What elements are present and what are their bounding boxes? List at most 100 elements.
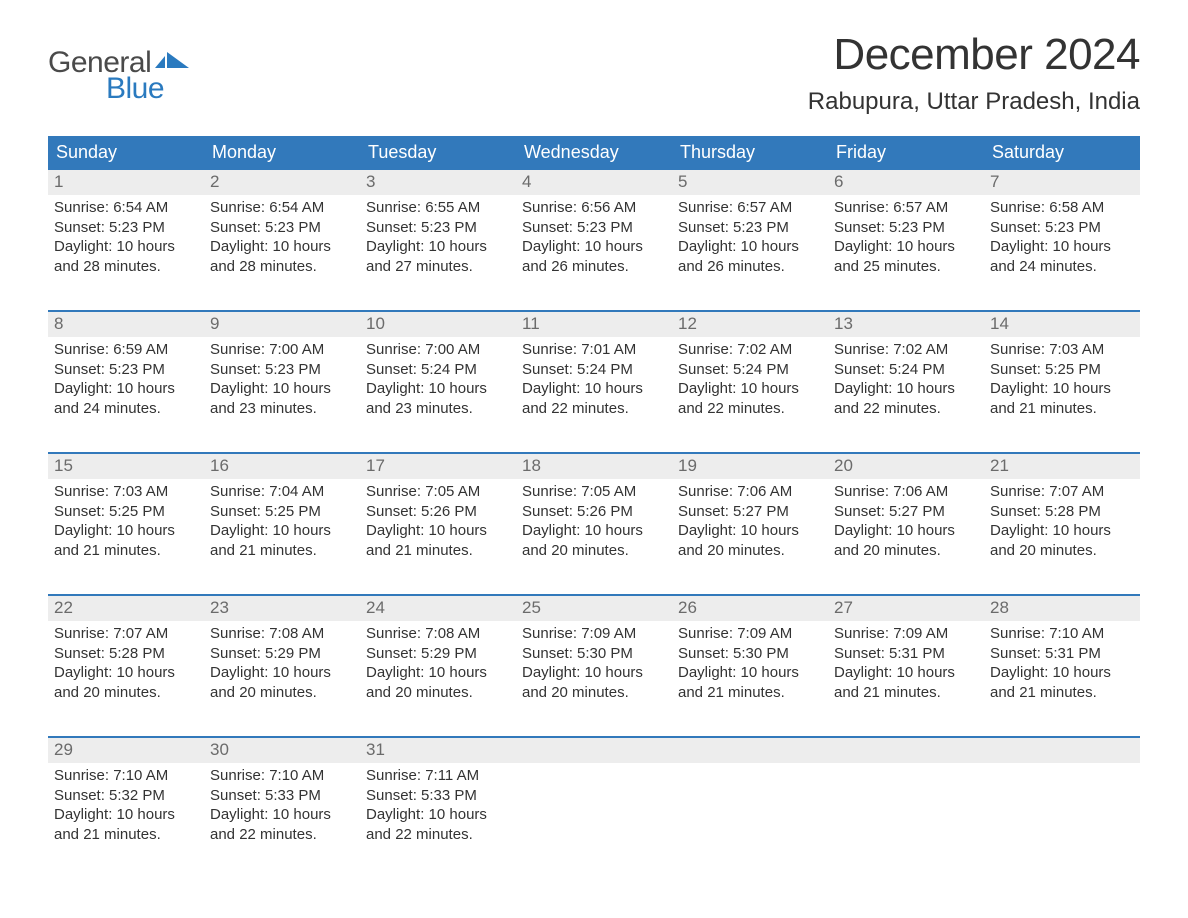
calendar-day: 18Sunrise: 7:05 AMSunset: 5:26 PMDayligh… [516,454,672,574]
daylight-line-2: and 23 minutes. [366,399,510,419]
sunset-line: Sunset: 5:28 PM [54,644,198,664]
daylight-line-1: Daylight: 10 hours [834,521,978,541]
sunrise-line: Sunrise: 7:05 AM [522,482,666,502]
day-number-bar: . [672,738,828,763]
day-number: 28 [990,598,1009,617]
daylight-line-2: and 27 minutes. [366,257,510,277]
day-number: 9 [210,314,219,333]
daylight-line-2: and 20 minutes. [366,683,510,703]
day-number-bar: 12 [672,312,828,337]
day-number-bar: 13 [828,312,984,337]
calendar-day: 24Sunrise: 7:08 AMSunset: 5:29 PMDayligh… [360,596,516,716]
daylight-line-2: and 22 minutes. [210,825,354,845]
day-body: Sunrise: 7:08 AMSunset: 5:29 PMDaylight:… [204,621,360,708]
day-number: 27 [834,598,853,617]
day-body: Sunrise: 7:09 AMSunset: 5:31 PMDaylight:… [828,621,984,708]
sunrise-line: Sunrise: 7:10 AM [54,766,198,786]
day-number-bar: 25 [516,596,672,621]
daylight-line-1: Daylight: 10 hours [522,379,666,399]
sunset-line: Sunset: 5:31 PM [990,644,1134,664]
calendar-day: 3Sunrise: 6:55 AMSunset: 5:23 PMDaylight… [360,170,516,290]
daylight-line-2: and 26 minutes. [522,257,666,277]
day-number: 2 [210,172,219,191]
sunrise-line: Sunrise: 7:03 AM [990,340,1134,360]
day-number: 14 [990,314,1009,333]
day-number-bar: 14 [984,312,1140,337]
day-number: 5 [678,172,687,191]
calendar-day: 25Sunrise: 7:09 AMSunset: 5:30 PMDayligh… [516,596,672,716]
page-title: December 2024 [808,30,1140,80]
daylight-line-2: and 28 minutes. [54,257,198,277]
day-number-bar: 6 [828,170,984,195]
day-number-bar: 1 [48,170,204,195]
calendar-day: 19Sunrise: 7:06 AMSunset: 5:27 PMDayligh… [672,454,828,574]
sunrise-line: Sunrise: 7:04 AM [210,482,354,502]
calendar-day: 17Sunrise: 7:05 AMSunset: 5:26 PMDayligh… [360,454,516,574]
day-number-bar: 18 [516,454,672,479]
weekday-header: Sunday [48,136,204,170]
day-number-bar: . [984,738,1140,763]
day-body: Sunrise: 7:05 AMSunset: 5:26 PMDaylight:… [360,479,516,566]
day-number: 8 [54,314,63,333]
day-number: 19 [678,456,697,475]
calendar-day: 13Sunrise: 7:02 AMSunset: 5:24 PMDayligh… [828,312,984,432]
calendar-day: 14 Sunrise: 7:03 AMSunset: 5:25 PMDayligh… [984,312,1140,432]
daylight-line-1: Daylight: 10 hours [210,663,354,683]
calendar-day: 6Sunrise: 6:57 AMSunset: 5:23 PMDaylight… [828,170,984,290]
day-body: Sunrise: 7:11 AMSunset: 5:33 PMDaylight:… [360,763,516,850]
calendar-day: 28 Sunrise: 7:10 AMSunset: 5:31 PMDayligh… [984,596,1140,716]
day-number-bar: 30 [204,738,360,763]
day-number-bar: 29 [48,738,204,763]
day-body: Sunrise: 7:07 AMSunset: 5:28 PMDaylight:… [48,621,204,708]
daylight-line-1: Daylight: 10 hours [990,521,1134,541]
sunrise-line: Sunrise: 7:01 AM [522,340,666,360]
daylight-line-2: and 21 minutes. [990,683,1134,703]
sunrise-line: Sunrise: 7:08 AM [366,624,510,644]
sunrise-line: Sunrise: 7:07 AM [54,624,198,644]
calendar-day: 20Sunrise: 7:06 AMSunset: 5:27 PMDayligh… [828,454,984,574]
day-number-bar: . [516,738,672,763]
daylight-line-1: Daylight: 10 hours [54,663,198,683]
day-number: 23 [210,598,229,617]
daylight-line-2: and 22 minutes. [678,399,822,419]
daylight-line-1: Daylight: 10 hours [54,521,198,541]
day-body: Sunrise: 6:56 AMSunset: 5:23 PMDaylight:… [516,195,672,282]
calendar-day: . [984,738,1140,858]
daylight-line-2: and 25 minutes. [834,257,978,277]
day-number-bar: 10 [360,312,516,337]
calendar-day: 15Sunrise: 7:03 AMSunset: 5:25 PMDayligh… [48,454,204,574]
logo-word-2: Blue [48,74,189,104]
weekday-header: Monday [204,136,360,170]
day-body: Sunrise: 7:10 AMSunset: 5:33 PMDaylight:… [204,763,360,850]
calendar-week: 22Sunrise: 7:07 AMSunset: 5:28 PMDayligh… [48,594,1140,716]
day-body: Sunrise: 7:09 AMSunset: 5:30 PMDaylight:… [672,621,828,708]
daylight-line-2: and 22 minutes. [366,825,510,845]
sunset-line: Sunset: 5:33 PM [210,786,354,806]
day-number: 13 [834,314,853,333]
day-body: Sunrise: 7:08 AMSunset: 5:29 PMDaylight:… [360,621,516,708]
day-body: Sunrise: 7:10 AMSunset: 5:31 PMDaylight:… [984,621,1140,708]
day-number: 21 [990,456,1009,475]
daylight-line-2: and 24 minutes. [54,399,198,419]
calendar-day: 1Sunrise: 6:54 AMSunset: 5:23 PMDaylight… [48,170,204,290]
sunset-line: Sunset: 5:29 PM [366,644,510,664]
flag-icon [155,52,189,74]
weekday-header: Thursday [672,136,828,170]
daylight-line-2: and 20 minutes. [990,541,1134,561]
sunrise-line: Sunrise: 7:07 AM [990,482,1134,502]
daylight-line-2: and 20 minutes. [522,683,666,703]
day-number: 7 [990,172,999,191]
calendar-day: 30Sunrise: 7:10 AMSunset: 5:33 PMDayligh… [204,738,360,858]
calendar-day: 31Sunrise: 7:11 AMSunset: 5:33 PMDayligh… [360,738,516,858]
day-body: Sunrise: 7:06 AMSunset: 5:27 PMDaylight:… [828,479,984,566]
calendar-day: 7Sunrise: 6:58 AMSunset: 5:23 PMDaylight… [984,170,1140,290]
daylight-line-1: Daylight: 10 hours [678,663,822,683]
day-number: 16 [210,456,229,475]
calendar-day: 12Sunrise: 7:02 AMSunset: 5:24 PMDayligh… [672,312,828,432]
sunrise-line: Sunrise: 7:00 AM [366,340,510,360]
daylight-line-1: Daylight: 10 hours [54,379,198,399]
day-number: 1 [54,172,63,191]
day-number: 3 [366,172,375,191]
daylight-line-2: and 20 minutes. [210,683,354,703]
day-body: Sunrise: 7:03 AMSunset: 5:25 PMDaylight:… [984,337,1140,424]
